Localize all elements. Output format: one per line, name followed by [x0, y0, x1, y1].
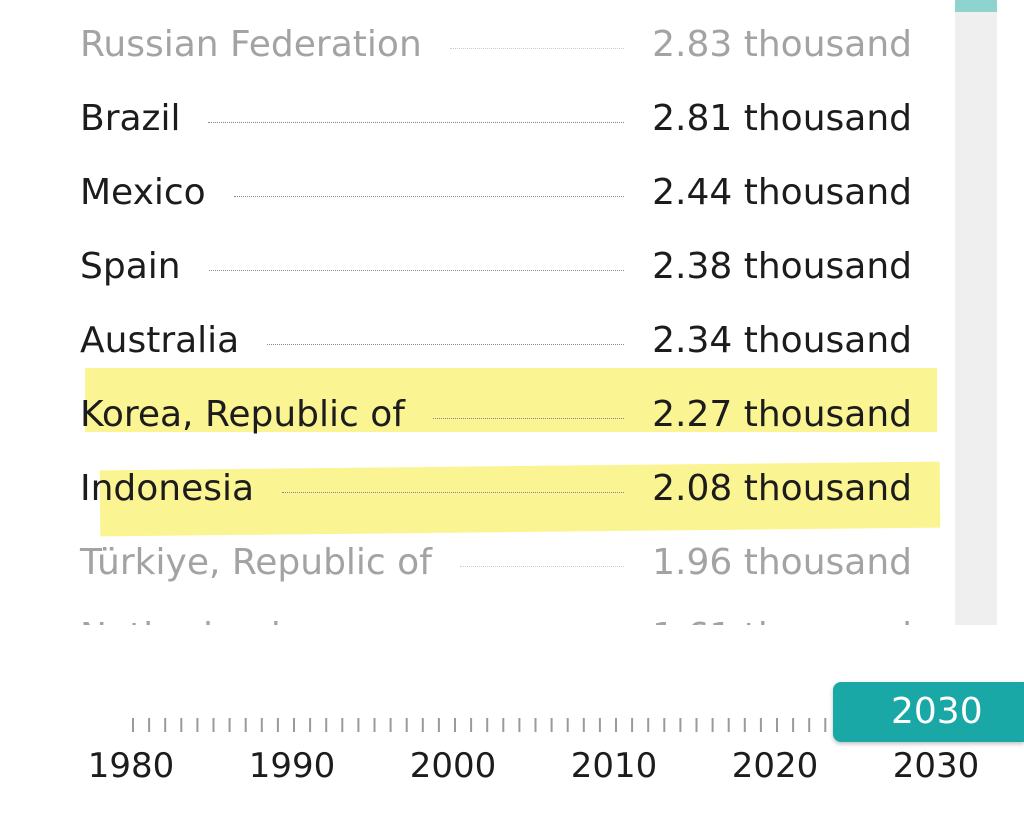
country-name: Spain: [80, 245, 181, 287]
list-row: Korea, Republic of 2.27 thousand: [80, 377, 912, 451]
list-row: Russian Federation 2.83 thousand: [80, 7, 912, 81]
year-label: 2020: [731, 746, 819, 786]
country-name: Russian Federation: [80, 23, 422, 65]
year-label: 2000: [409, 746, 497, 786]
list-row: Netherlands 1.61 thousand: [80, 599, 912, 626]
list-row: Australia 2.34 thousand: [80, 303, 912, 377]
country-name: Brazil: [80, 97, 181, 139]
list-row: Türkiye, Republic of 1.96 thousand: [80, 525, 912, 599]
year-label: 2010: [570, 746, 658, 786]
list-row: Indonesia 2.08 thousand: [80, 451, 912, 525]
timeline-handle[interactable]: 2030: [833, 682, 1024, 742]
leader: [208, 121, 625, 123]
country-value: 1.96 thousand: [652, 541, 912, 583]
country-name: Mexico: [80, 171, 206, 213]
selected-year: 2030: [891, 691, 983, 732]
leader: [459, 565, 625, 567]
list-row: Spain 2.38 thousand: [80, 229, 912, 303]
year-label: 2030: [892, 746, 980, 786]
country-name: Netherlands: [80, 616, 299, 626]
year-label: 1990: [248, 746, 336, 786]
country-list: Russian Federation 2.83 thousand Brazil 2.8…: [80, 7, 941, 626]
country-value: 2.08 thousand: [652, 467, 912, 509]
leader: [267, 343, 625, 345]
list-row: Mexico 2.44 thousand: [80, 155, 912, 229]
country-name: Australia: [80, 319, 240, 361]
country-value: 2.81 thousand: [652, 97, 912, 139]
scroll-thumb[interactable]: [955, 0, 997, 12]
year-label: 1980: [87, 746, 175, 786]
country-name: Korea, Republic of: [80, 393, 405, 435]
country-value: 2.34 thousand: [652, 319, 912, 361]
leader: [233, 195, 625, 197]
country-value: 2.83 thousand: [652, 23, 912, 65]
country-value: 1.61 thousand: [652, 616, 912, 626]
scrollbar[interactable]: [955, 0, 997, 625]
country-name: Türkiye, Republic of: [80, 541, 432, 583]
country-value: 2.38 thousand: [652, 245, 912, 287]
country-name: Indonesia: [80, 467, 255, 509]
country-value: 2.27 thousand: [652, 393, 912, 435]
country-value: 2.44 thousand: [652, 171, 912, 213]
leader: [432, 417, 625, 419]
list-row: Brazil 2.81 thousand: [80, 81, 912, 155]
leader: [282, 491, 625, 493]
leader: [208, 269, 625, 271]
highlight: [85, 368, 937, 432]
leader: [449, 47, 625, 49]
